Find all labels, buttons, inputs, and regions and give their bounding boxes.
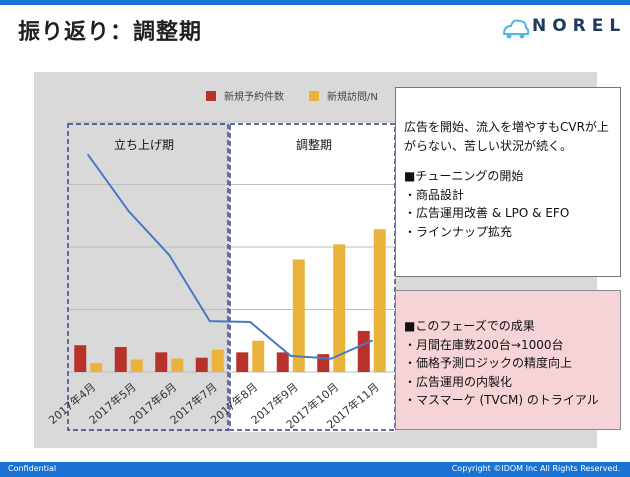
phase-highlight-adjustment bbox=[230, 122, 395, 432]
trend-point bbox=[370, 339, 373, 342]
bar-reservations bbox=[236, 352, 249, 372]
footer-confidential: Confidential bbox=[8, 464, 57, 473]
slide-title: 振り返り：調整期 bbox=[18, 20, 203, 45]
bar-visits bbox=[90, 363, 103, 372]
bar-reservations bbox=[357, 330, 370, 372]
callout-tuning-item: ・商品設計 bbox=[404, 187, 465, 202]
callout-results-heading: ■このフェーズでの成果 bbox=[404, 319, 535, 333]
car-cloud-icon bbox=[502, 19, 530, 39]
bar-visits bbox=[171, 358, 184, 372]
callout-results-item: ・マスマーケ (TVCM) のトライアル bbox=[404, 393, 599, 408]
callout-tuning-item: ・ラインナップ拡充 bbox=[404, 224, 513, 239]
callout-tuning-line: 広告を開始、流入を増やすもCVRが上 bbox=[404, 120, 609, 134]
callout-results: ■このフェーズでの成果 ・月間在庫数200台→1000台 ・価格予測ロジックの精… bbox=[395, 290, 621, 430]
callout-tuning-line: がらない、苦しい状況が続く。 bbox=[404, 138, 573, 153]
trend-point bbox=[330, 357, 333, 360]
bar-visits bbox=[333, 244, 346, 372]
callout-tuning-heading: ■チューニングの開始 bbox=[404, 169, 524, 184]
top-accent-bar bbox=[0, 0, 630, 5]
bar-visits bbox=[373, 229, 386, 372]
callout-tuning: 広告を開始、流入を増やすもCVRが上 がらない、苦しい状況が続く。 ■チューニン… bbox=[395, 87, 621, 277]
bar-visits bbox=[252, 340, 265, 372]
trend-point bbox=[208, 320, 211, 323]
phase-frame-launch bbox=[67, 123, 229, 431]
callout-spacer bbox=[404, 155, 614, 167]
bar-visits bbox=[130, 359, 143, 372]
norel-logo: NOREL bbox=[500, 14, 625, 44]
footer-bar: Confidential Copyright ©IDOM Inc All Rig… bbox=[0, 462, 630, 477]
bar-reservations bbox=[114, 347, 127, 372]
logo-wordmark: NOREL bbox=[532, 16, 627, 36]
phase-frame-adjustment bbox=[229, 123, 396, 431]
bar-reservations bbox=[155, 352, 168, 372]
bar-visits bbox=[211, 349, 224, 372]
trend-point bbox=[249, 321, 252, 323]
callout-results-item: ・価格予測ロジックの精度向上 bbox=[404, 356, 573, 371]
bar-reservations bbox=[74, 345, 87, 372]
callout-tuning-item: ・広告運用改善 & LPO & EFO bbox=[404, 206, 570, 221]
bar-reservations bbox=[276, 352, 289, 372]
phase-label-adjustment: 調整期 bbox=[296, 137, 332, 152]
legend-swatch-reservations bbox=[206, 91, 216, 101]
trend-point bbox=[87, 154, 90, 157]
trend-point bbox=[289, 354, 292, 357]
callout-results-item: ・月間在庫数200台→1000台 bbox=[404, 337, 564, 352]
trend-point bbox=[127, 210, 130, 213]
callout-results-item: ・広告運用の内製化 bbox=[404, 374, 513, 389]
legend-label-visits: 新規訪問/N bbox=[327, 90, 378, 103]
footer-copyright: Copyright ©IDOM Inc All Rights Reserved. bbox=[451, 464, 620, 473]
trend-point bbox=[168, 254, 171, 257]
legend-swatch-visits bbox=[309, 91, 319, 101]
bar-visits bbox=[292, 259, 305, 372]
phase-label-launch: 立ち上げ期 bbox=[114, 137, 174, 152]
bar-reservations bbox=[195, 357, 208, 372]
legend-label-reservations: 新規予約件数 bbox=[224, 90, 284, 103]
trend-line bbox=[87, 154, 373, 360]
